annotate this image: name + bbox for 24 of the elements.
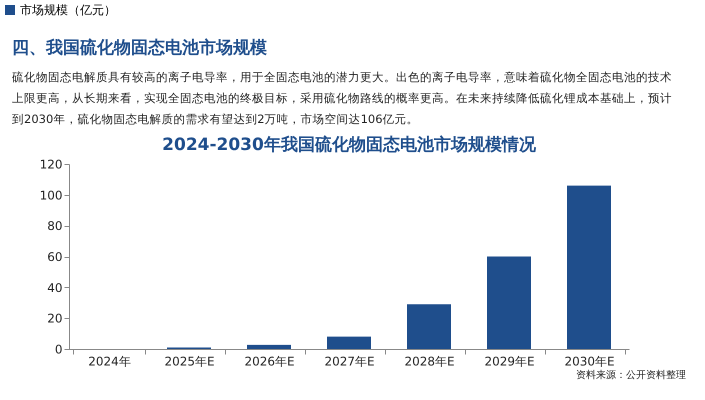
chart-title: 2024-2030年我国硫化物固态电池市场规模情况 [162, 135, 537, 155]
legend-label: 市场规模（亿元） [20, 3, 116, 17]
text: 硫化物固态电解质具有较高的离子电导率，用于全固态电池的潜力更大。出色的离子电导率，意味着硫化物全固态电池的技术上限更高，从长期来看，实现全固态电池的终极目标，采用硫化物路线的概率更高。在未来持续降低硫化锂成本基础上，预计到2030年，硫化物固态电解质的需求有望达到2万吨，市场空间达106亿元。 [12, 70, 672, 126]
y-tick-label: 100 [40, 188, 62, 202]
y-tick-label: 80 [47, 219, 62, 234]
x-tick-label: 2026年E [244, 354, 295, 368]
x-tick-label: 2028年E [404, 354, 455, 368]
x-tick-label: 2024年 [88, 354, 131, 368]
bar [247, 344, 291, 349]
text: 资料来源：公开资料整理 [576, 369, 686, 381]
y-tick-label: 0 [54, 342, 62, 356]
bar [487, 256, 531, 349]
bar [567, 186, 611, 349]
y-tick-label: 20 [47, 312, 62, 326]
y-tick-label: 40 [47, 280, 62, 295]
x-tick-label: 2027年E [324, 354, 375, 368]
bar [327, 336, 371, 349]
x-tick-label: 2030年E [564, 354, 615, 368]
text: 四、我国硫化物固态电池市场规模 [12, 38, 267, 58]
x-tick-label: 2025年E [164, 354, 215, 368]
y-tick-label: 60 [47, 250, 62, 264]
bar [407, 304, 451, 349]
x-tick-label: 2029年E [484, 354, 535, 368]
y-tick-label: 120 [40, 158, 62, 172]
